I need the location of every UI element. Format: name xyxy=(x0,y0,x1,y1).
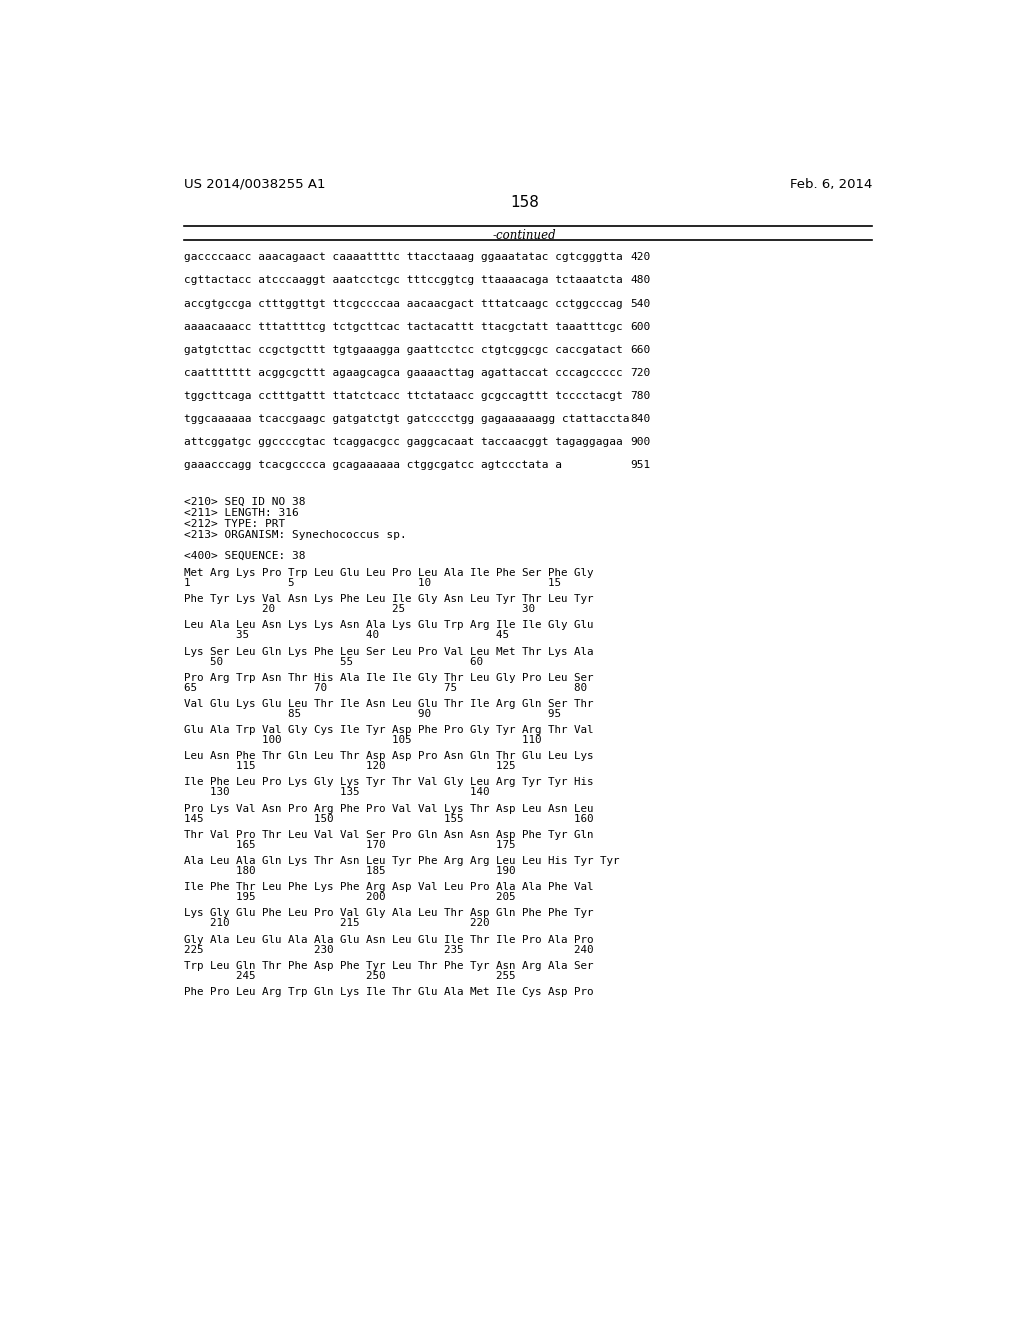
Text: 951: 951 xyxy=(630,461,650,470)
Text: gaaacccagg tcacgcccca gcagaaaaaa ctggcgatcc agtccctata a: gaaacccagg tcacgcccca gcagaaaaaa ctggcga… xyxy=(183,461,562,470)
Text: Feb. 6, 2014: Feb. 6, 2014 xyxy=(790,178,872,190)
Text: 65                  70                  75                  80: 65 70 75 80 xyxy=(183,682,587,693)
Text: Met Arg Lys Pro Trp Leu Glu Leu Pro Leu Ala Ile Phe Ser Phe Gly: Met Arg Lys Pro Trp Leu Glu Leu Pro Leu … xyxy=(183,568,593,578)
Text: 720: 720 xyxy=(630,368,650,378)
Text: 100                 105                 110: 100 105 110 xyxy=(183,735,542,744)
Text: -continued: -continued xyxy=(493,230,557,243)
Text: Ala Leu Ala Gln Lys Thr Asn Leu Tyr Phe Arg Arg Leu Leu His Tyr Tyr: Ala Leu Ala Gln Lys Thr Asn Leu Tyr Phe … xyxy=(183,857,620,866)
Text: 195                 200                 205: 195 200 205 xyxy=(183,892,515,902)
Text: Leu Ala Leu Asn Lys Lys Asn Ala Lys Glu Trp Arg Ile Ile Gly Glu: Leu Ala Leu Asn Lys Lys Asn Ala Lys Glu … xyxy=(183,620,593,631)
Text: 660: 660 xyxy=(630,345,650,355)
Text: 900: 900 xyxy=(630,437,650,447)
Text: <400> SEQUENCE: 38: <400> SEQUENCE: 38 xyxy=(183,552,305,561)
Text: 115                 120                 125: 115 120 125 xyxy=(183,762,515,771)
Text: 420: 420 xyxy=(630,252,650,263)
Text: 600: 600 xyxy=(630,322,650,331)
Text: 1               5                   10                  15: 1 5 10 15 xyxy=(183,578,561,587)
Text: 165                 170                 175: 165 170 175 xyxy=(183,840,515,850)
Text: tggcttcaga cctttgattt ttatctcacc ttctataacc gcgccagttt tcccctacgt: tggcttcaga cctttgattt ttatctcacc ttctata… xyxy=(183,391,623,401)
Text: Pro Lys Val Asn Pro Arg Phe Pro Val Val Lys Thr Asp Leu Asn Leu: Pro Lys Val Asn Pro Arg Phe Pro Val Val … xyxy=(183,804,593,813)
Text: 35                  40                  45: 35 40 45 xyxy=(183,631,509,640)
Text: 85                  90                  95: 85 90 95 xyxy=(183,709,561,719)
Text: Gly Ala Leu Glu Ala Ala Glu Asn Leu Glu Ile Thr Ile Pro Ala Pro: Gly Ala Leu Glu Ala Ala Glu Asn Leu Glu … xyxy=(183,935,593,945)
Text: tggcaaaaaa tcaccgaagc gatgatctgt gatcccctgg gagaaaaaagg ctattaccta: tggcaaaaaa tcaccgaagc gatgatctgt gatcccc… xyxy=(183,414,630,424)
Text: Ile Phe Thr Leu Phe Lys Phe Arg Asp Val Leu Pro Ala Ala Phe Val: Ile Phe Thr Leu Phe Lys Phe Arg Asp Val … xyxy=(183,882,593,892)
Text: <210> SEQ ID NO 38: <210> SEQ ID NO 38 xyxy=(183,498,305,507)
Text: Val Glu Lys Glu Leu Thr Ile Asn Leu Glu Thr Ile Arg Gln Ser Thr: Val Glu Lys Glu Leu Thr Ile Asn Leu Glu … xyxy=(183,700,593,709)
Text: <211> LENGTH: 316: <211> LENGTH: 316 xyxy=(183,508,299,517)
Text: attcggatgc ggccccgtac tcaggacgcc gaggcacaat taccaacggt tagaggagaa: attcggatgc ggccccgtac tcaggacgcc gaggcac… xyxy=(183,437,623,447)
Text: gatgtcttac ccgctgcttt tgtgaaagga gaattcctcc ctgtcggcgc caccgatact: gatgtcttac ccgctgcttt tgtgaaagga gaattcc… xyxy=(183,345,623,355)
Text: 158: 158 xyxy=(510,195,540,210)
Text: Leu Asn Phe Thr Gln Leu Thr Asp Asp Pro Asn Gln Thr Glu Leu Lys: Leu Asn Phe Thr Gln Leu Thr Asp Asp Pro … xyxy=(183,751,593,762)
Text: <213> ORGANISM: Synechococcus sp.: <213> ORGANISM: Synechococcus sp. xyxy=(183,529,407,540)
Text: 245                 250                 255: 245 250 255 xyxy=(183,970,515,981)
Text: US 2014/0038255 A1: US 2014/0038255 A1 xyxy=(183,178,326,190)
Text: Thr Val Pro Thr Leu Val Val Ser Pro Gln Asn Asn Asp Phe Tyr Gln: Thr Val Pro Thr Leu Val Val Ser Pro Gln … xyxy=(183,830,593,840)
Text: 50                  55                  60: 50 55 60 xyxy=(183,656,482,667)
Text: Phe Tyr Lys Val Asn Lys Phe Leu Ile Gly Asn Leu Tyr Thr Leu Tyr: Phe Tyr Lys Val Asn Lys Phe Leu Ile Gly … xyxy=(183,594,593,605)
Text: 840: 840 xyxy=(630,414,650,424)
Text: Pro Arg Trp Asn Thr His Ala Ile Ile Gly Thr Leu Gly Pro Leu Ser: Pro Arg Trp Asn Thr His Ala Ile Ile Gly … xyxy=(183,673,593,682)
Text: 780: 780 xyxy=(630,391,650,401)
Text: Phe Pro Leu Arg Trp Gln Lys Ile Thr Glu Ala Met Ile Cys Asp Pro: Phe Pro Leu Arg Trp Gln Lys Ile Thr Glu … xyxy=(183,987,593,997)
Text: 210                 215                 220: 210 215 220 xyxy=(183,919,489,928)
Text: Ile Phe Leu Pro Lys Gly Lys Tyr Thr Val Gly Leu Arg Tyr Tyr His: Ile Phe Leu Pro Lys Gly Lys Tyr Thr Val … xyxy=(183,777,593,788)
Text: accgtgccga ctttggttgt ttcgccccaa aacaacgact tttatcaagc cctggcccag: accgtgccga ctttggttgt ttcgccccaa aacaacg… xyxy=(183,298,623,309)
Text: aaaacaaacc tttattttcg tctgcttcac tactacattt ttacgctatt taaatttcgc: aaaacaaacc tttattttcg tctgcttcac tactaca… xyxy=(183,322,623,331)
Text: Lys Ser Leu Gln Lys Phe Leu Ser Leu Pro Val Leu Met Thr Lys Ala: Lys Ser Leu Gln Lys Phe Leu Ser Leu Pro … xyxy=(183,647,593,656)
Text: 20                  25                  30: 20 25 30 xyxy=(183,605,535,614)
Text: Trp Leu Gln Thr Phe Asp Phe Tyr Leu Thr Phe Tyr Asn Arg Ala Ser: Trp Leu Gln Thr Phe Asp Phe Tyr Leu Thr … xyxy=(183,961,593,970)
Text: caattttttt acggcgcttt agaagcagca gaaaacttag agattaccat cccagccccc: caattttttt acggcgcttt agaagcagca gaaaact… xyxy=(183,368,623,378)
Text: 130                 135                 140: 130 135 140 xyxy=(183,788,489,797)
Text: Lys Gly Glu Phe Leu Pro Val Gly Ala Leu Thr Asp Gln Phe Phe Tyr: Lys Gly Glu Phe Leu Pro Val Gly Ala Leu … xyxy=(183,908,593,919)
Text: 540: 540 xyxy=(630,298,650,309)
Text: 480: 480 xyxy=(630,276,650,285)
Text: Glu Ala Trp Val Gly Cys Ile Tyr Asp Phe Pro Gly Tyr Arg Thr Val: Glu Ala Trp Val Gly Cys Ile Tyr Asp Phe … xyxy=(183,725,593,735)
Text: <212> TYPE: PRT: <212> TYPE: PRT xyxy=(183,519,285,529)
Text: 180                 185                 190: 180 185 190 xyxy=(183,866,515,876)
Text: gaccccaacc aaacagaact caaaattttc ttacctaaag ggaaatatac cgtcgggtta: gaccccaacc aaacagaact caaaattttc ttaccta… xyxy=(183,252,623,263)
Text: 145                 150                 155                 160: 145 150 155 160 xyxy=(183,813,593,824)
Text: cgttactacc atcccaaggt aaatcctcgc tttccggtcg ttaaaacaga tctaaatcta: cgttactacc atcccaaggt aaatcctcgc tttccgg… xyxy=(183,276,623,285)
Text: 225                 230                 235                 240: 225 230 235 240 xyxy=(183,945,593,954)
